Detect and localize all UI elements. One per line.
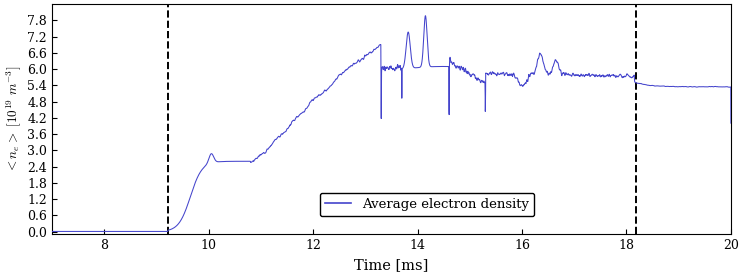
- X-axis label: Time [ms]: Time [ms]: [354, 258, 429, 272]
- Y-axis label: $< n_e >\ [10^{19}\ m^{-3}]$: $< n_e >\ [10^{19}\ m^{-3}]$: [4, 66, 23, 173]
- Legend: Average electron density: Average electron density: [319, 193, 534, 216]
